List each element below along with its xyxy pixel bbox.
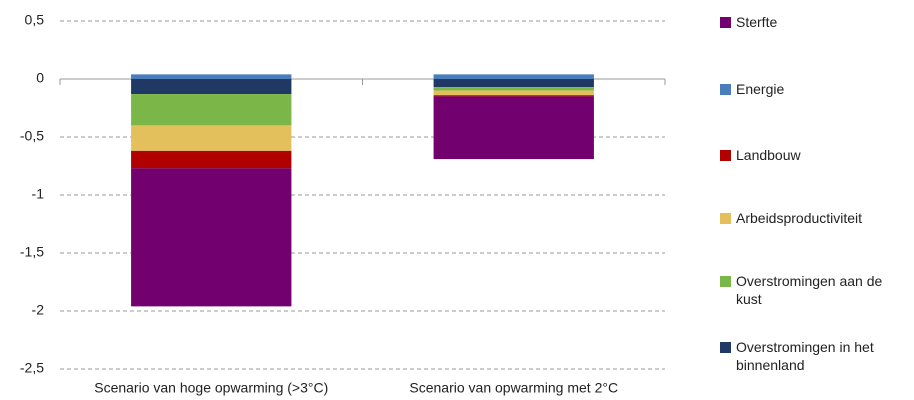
legend-swatch (720, 84, 731, 95)
x-tick-label: Scenario van opwarming met 2°C (409, 380, 618, 396)
legend-entry: Overstromingen in het binnenland (720, 338, 910, 374)
legend-swatch (720, 276, 731, 287)
legend-entry: Arbeidsproductiviteit (720, 209, 910, 227)
y-tick-label: -1,5 (20, 244, 44, 260)
legend-label: Arbeidsproductiviteit (736, 210, 863, 226)
y-tick-label: 0,5 (25, 12, 45, 28)
legend-label: Overstromingen in het binnenland (736, 339, 874, 373)
y-tick-label: -2,5 (20, 360, 44, 376)
bar-segment (433, 95, 594, 97)
legend-entry: Landbouw (720, 146, 910, 164)
x-tick-label: Scenario van hoge opwarming (>3°C) (94, 380, 328, 396)
legend-entry: Overstromingen aan de kust (720, 272, 910, 308)
y-tick-label: -0,5 (20, 128, 44, 144)
bar-segment (131, 150, 292, 169)
legend-label: Overstromingen aan de kust (736, 273, 883, 307)
y-tick-label: -1 (32, 186, 45, 202)
legend-entry: Sterfte (720, 13, 910, 31)
bar-segment (433, 96, 594, 160)
y-tick-label: 0 (36, 70, 44, 86)
bar-segment (433, 87, 594, 91)
legend-swatch (720, 17, 731, 28)
bar-segment (433, 79, 594, 88)
bar-segment (131, 94, 292, 126)
legend-label: Energie (736, 81, 785, 97)
legend-swatch (720, 150, 731, 161)
legend-swatch (720, 342, 731, 353)
legend-label: Sterfte (736, 14, 778, 30)
bar-segment (131, 168, 292, 307)
bar-segment (131, 125, 292, 151)
legend-swatch (720, 213, 731, 224)
legend-label: Landbouw (736, 147, 801, 163)
bar-segment (433, 74, 594, 79)
y-tick-label: -2 (32, 302, 45, 318)
legend-entry: Energie (720, 80, 910, 98)
bar-segment (131, 79, 292, 95)
bar-segment (131, 74, 292, 79)
bar-segment (433, 90, 594, 96)
